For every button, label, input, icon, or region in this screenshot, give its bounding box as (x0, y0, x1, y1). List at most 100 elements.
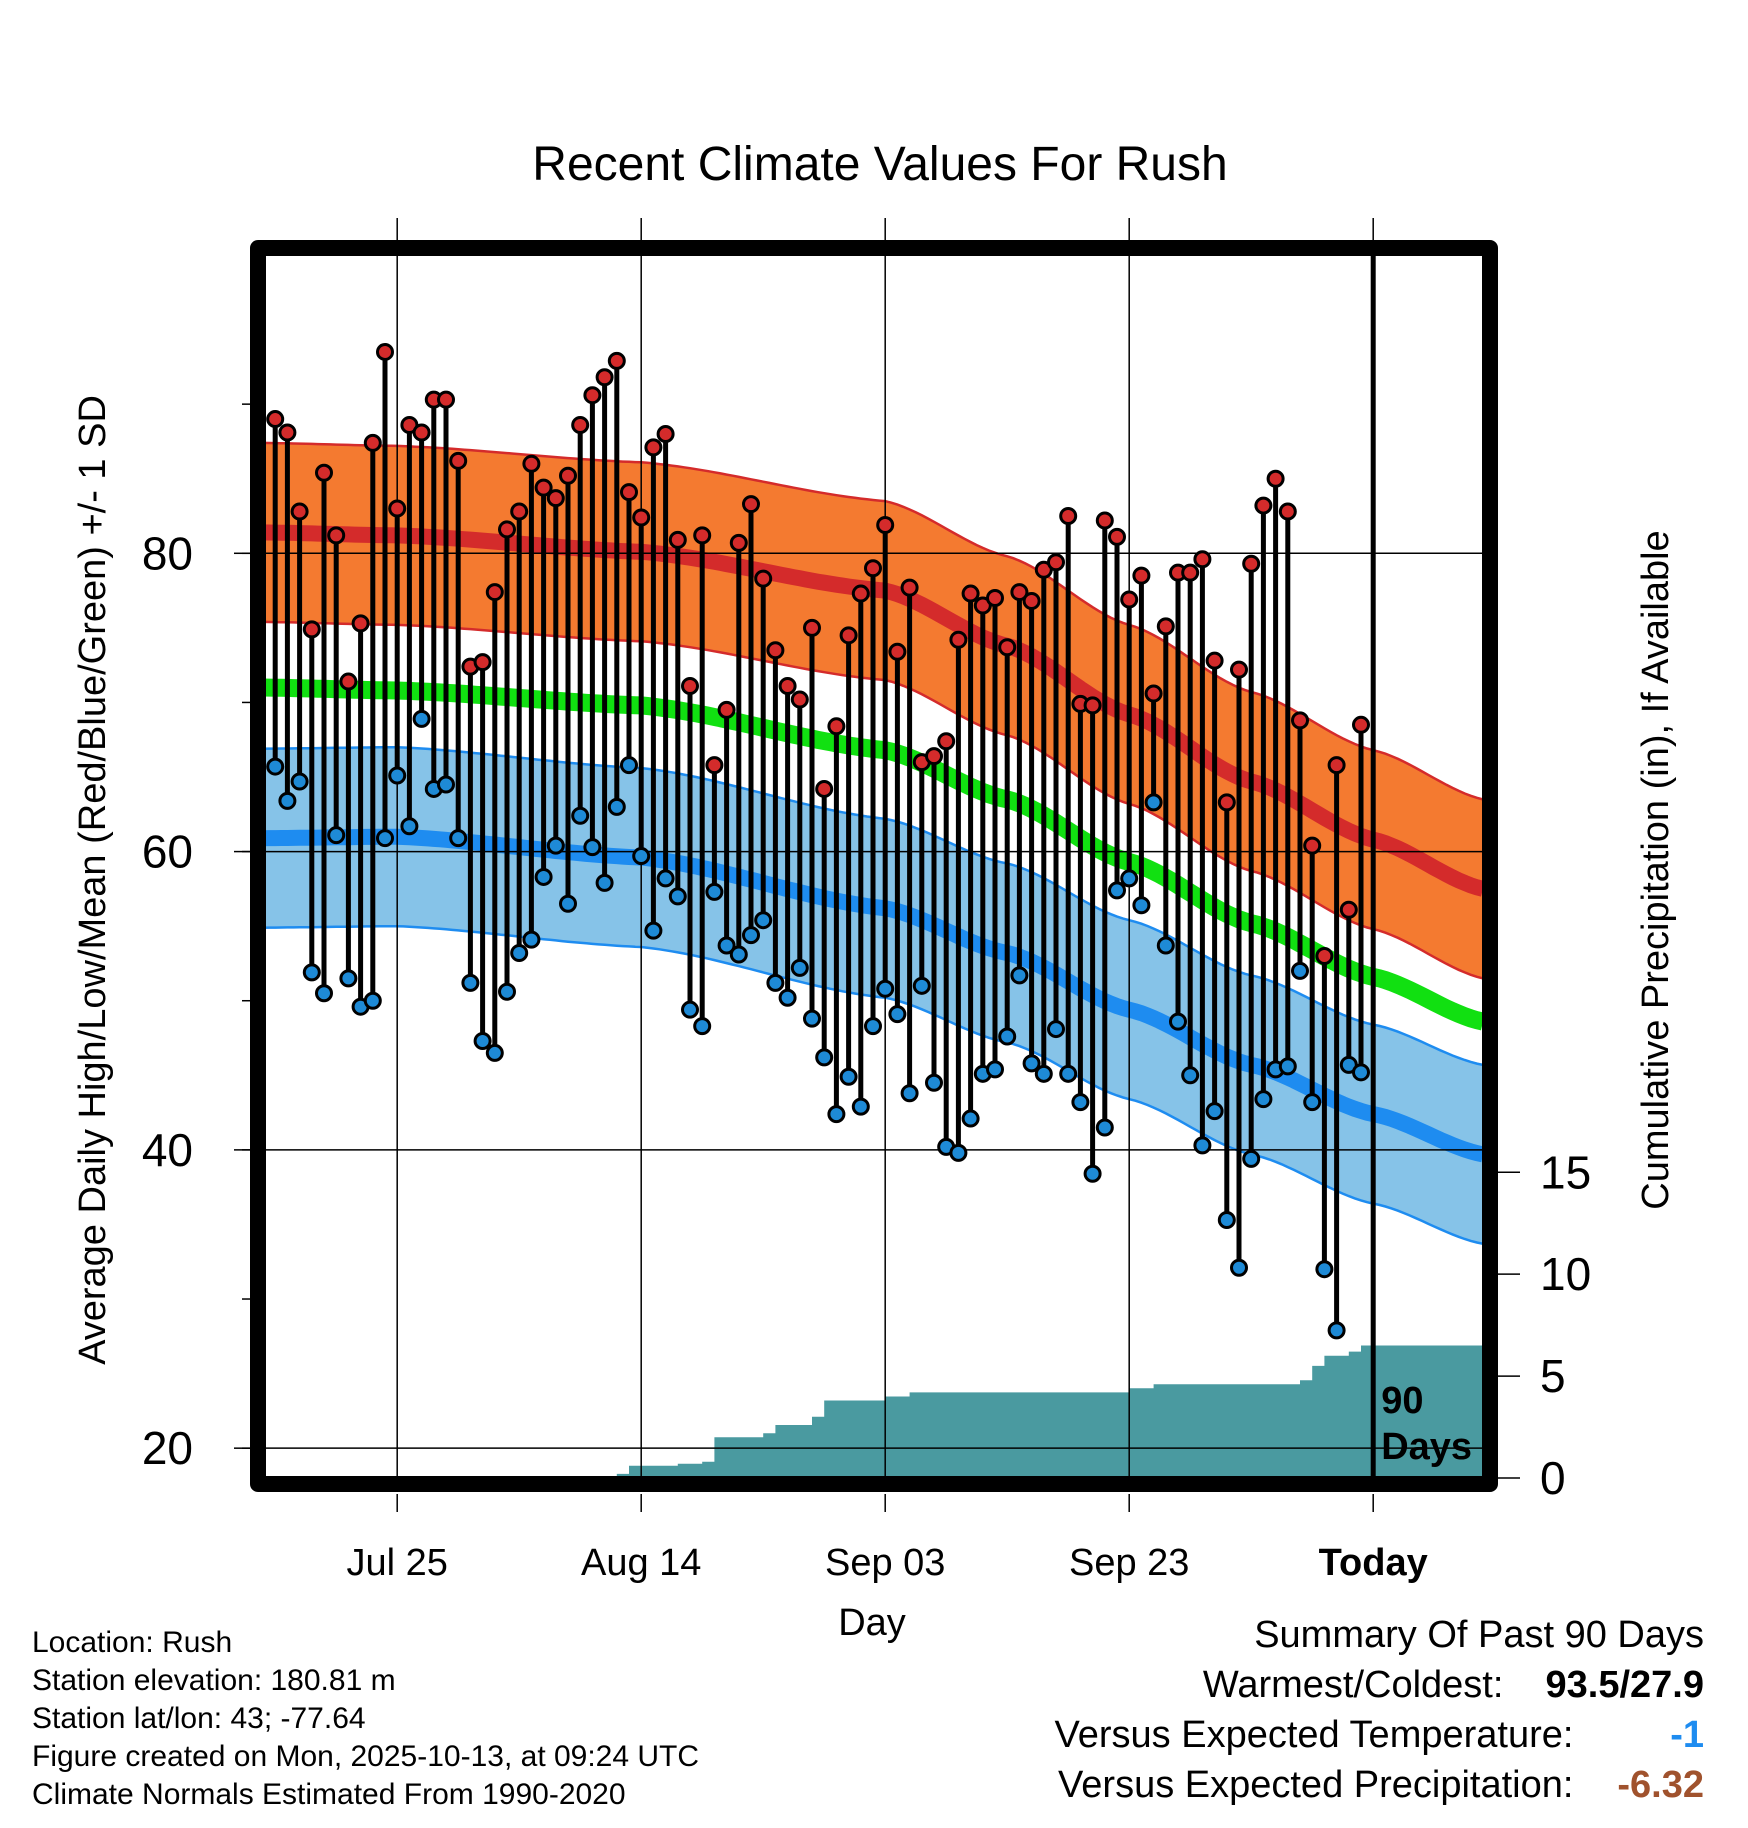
daily-low-point (705, 882, 724, 901)
daily-high-point (1181, 563, 1200, 582)
created-text: Figure created on Mon, 2025-10-13, at 09… (32, 1740, 700, 1773)
daily-high-point (900, 578, 919, 597)
daily-low-point (595, 873, 614, 892)
daily-high-point (1278, 502, 1297, 521)
summary-warm-cold: Warmest/Coldest: 93.5/27.9 (1203, 1664, 1704, 1707)
daily-low-point (315, 984, 333, 1003)
daily-high-point (620, 483, 638, 502)
x-tick-label: Aug 14 (581, 1542, 701, 1584)
daily-high-point (705, 756, 724, 775)
y-tick-label: 20 (142, 1422, 193, 1474)
daily-high-point (803, 618, 821, 637)
daily-high-point (1303, 836, 1322, 855)
daily-low-point (961, 1109, 980, 1128)
daily-low-point (778, 988, 797, 1007)
daily-low-point (1205, 1102, 1224, 1121)
normals-text: Climate Normals Estimated From 1990-2020 (32, 1778, 626, 1811)
daily-high-point (266, 410, 285, 429)
daily-high-point (815, 779, 834, 798)
daily-low-point (363, 991, 382, 1010)
daily-low-point (1217, 1210, 1236, 1229)
daily-high-point (1010, 583, 1029, 602)
summary-temp: Versus Expected Temperature: -1 (1055, 1714, 1704, 1757)
daily-low-point (388, 766, 407, 785)
daily-low-point (1181, 1066, 1200, 1085)
daily-low-point (729, 945, 748, 964)
daily-high-point (925, 747, 943, 766)
daily-high-point (851, 584, 870, 603)
daily-low-point (1169, 1012, 1187, 1031)
daily-high-point (998, 638, 1017, 657)
daily-high-point (656, 424, 675, 443)
daily-low-point (742, 926, 760, 945)
daily-high-point (1315, 946, 1334, 965)
daily-low-point (656, 869, 675, 888)
daily-high-point (1156, 617, 1175, 636)
daily-high-point (1352, 715, 1370, 734)
daily-high-point (729, 533, 748, 552)
daily-low-point (681, 1000, 699, 1019)
daily-high-point (1193, 550, 1212, 569)
daily-high-point (986, 589, 1004, 608)
daily-low-point (339, 969, 358, 988)
chart-title: Recent Climate Values For Rush (532, 138, 1227, 191)
summary-precip: Versus Expected Precipitation: -6.32 (1058, 1764, 1704, 1807)
daily-high-point (1254, 496, 1273, 515)
daily-high-point (888, 642, 907, 661)
daily-high-point (449, 451, 468, 470)
daily-low-point (1059, 1064, 1078, 1083)
daily-low-point (790, 958, 809, 977)
daily-high-point (412, 423, 431, 442)
daily-high-point (949, 630, 968, 649)
daily-high-point (1083, 696, 1102, 715)
daily-low-point (522, 930, 541, 949)
daily-low-point (668, 887, 687, 906)
daily-low-point (1303, 1093, 1322, 1112)
daily-high-point (1144, 684, 1163, 703)
x-tick-label: Today (1319, 1542, 1428, 1584)
daily-low-point (998, 1027, 1017, 1046)
daily-high-point (534, 478, 553, 497)
y2-tick-label: 5 (1540, 1350, 1566, 1402)
y2-tick-label: 0 (1540, 1452, 1566, 1504)
daily-high-point (766, 641, 785, 660)
daily-high-point (717, 700, 736, 719)
daily-high-point (1327, 756, 1346, 775)
daily-low-point (1352, 1063, 1370, 1082)
daily-low-point (925, 1073, 943, 1092)
daily-low-point (1327, 1321, 1346, 1340)
daily-high-point (290, 502, 309, 521)
daily-low-point (583, 838, 602, 857)
daily-high-point (315, 463, 333, 482)
daily-low-point (546, 836, 565, 855)
plot-inner: 90 Days (263, 255, 1483, 1478)
daily-low-point (473, 1032, 492, 1051)
daily-low-point (620, 756, 638, 775)
daily-low-point (559, 894, 577, 913)
daily-high-point (681, 677, 699, 696)
daily-high-point (376, 342, 394, 361)
daily-low-point (290, 772, 309, 791)
x-tick-label: Sep 03 (825, 1542, 945, 1584)
daily-high-point (522, 454, 541, 473)
precip-value: -6.32 (1617, 1764, 1704, 1806)
daily-low-point (1193, 1136, 1212, 1155)
daily-low-point (1132, 896, 1151, 915)
daily-high-point (559, 466, 577, 485)
temp-value: -1 (1670, 1714, 1704, 1756)
daily-low-point (1083, 1164, 1102, 1183)
daily-low-point (888, 1005, 907, 1024)
daily-high-point (278, 423, 297, 442)
daily-high-point (498, 520, 516, 539)
x-axis-title: Day (838, 1602, 906, 1644)
daily-high-point (754, 569, 773, 588)
daily-low-point (827, 1105, 846, 1124)
daily-high-point (1266, 469, 1285, 488)
daily-high-point (693, 526, 712, 545)
daily-high-point (778, 677, 797, 696)
y-tick-label: 60 (142, 826, 193, 878)
daily-low-point (644, 921, 663, 940)
daily-low-point (498, 982, 516, 1001)
daily-high-point (827, 717, 846, 736)
daily-high-point (1108, 527, 1126, 546)
